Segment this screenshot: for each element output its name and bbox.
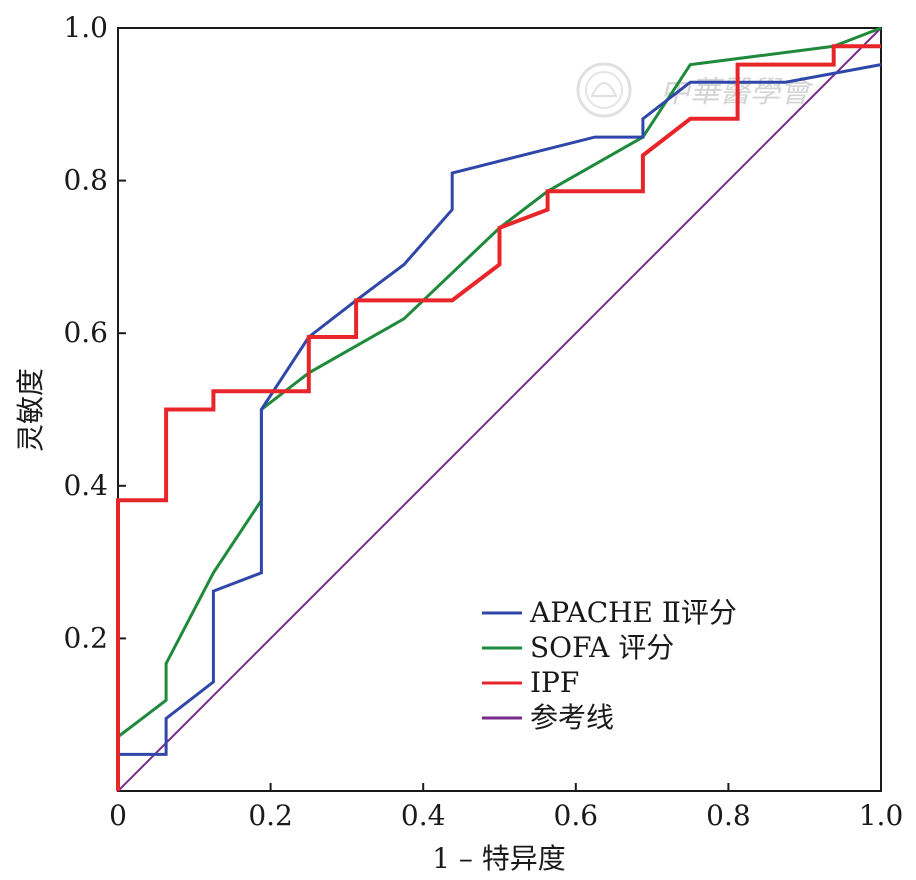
y-tick-label: 0.8 [63,164,108,197]
x-tick-label: 0.4 [401,799,446,832]
legend-label-2: IPF [530,666,579,699]
series-lines [116,26,882,792]
legend-label-0: APACHE Ⅱ评分 [529,596,737,629]
plot-frame [117,27,882,792]
series-line-2 [116,44,881,791]
y-tick-label: 0.6 [63,316,108,349]
y-tick-label: 0.4 [63,469,108,502]
x-tick-label: 0.8 [706,799,751,832]
x-tick-label: 1.0 [859,799,904,832]
x-tick-label: 0 [109,799,127,832]
watermark: 中華醫學會 [576,62,814,118]
x-axis-title: 1 – 特异度 [432,842,566,875]
series-line-3 [117,27,882,792]
y-tick-label: 1.0 [63,11,108,44]
legend-label-1: SOFA 评分 [530,631,674,664]
legend-label-3: 参考线 [530,701,614,734]
x-tick-label: 0.2 [248,799,293,832]
x-tick-label: 0.6 [554,799,599,832]
y-axis-title: 灵敏度 [14,368,47,452]
ticks: 0 0.2 0.4 0.6 0.8 1.0 0.2 0.4 0.6 0.8 1.0 [63,11,903,832]
y-tick-label: 0.2 [63,621,108,654]
society-emblem-icon [576,62,632,118]
